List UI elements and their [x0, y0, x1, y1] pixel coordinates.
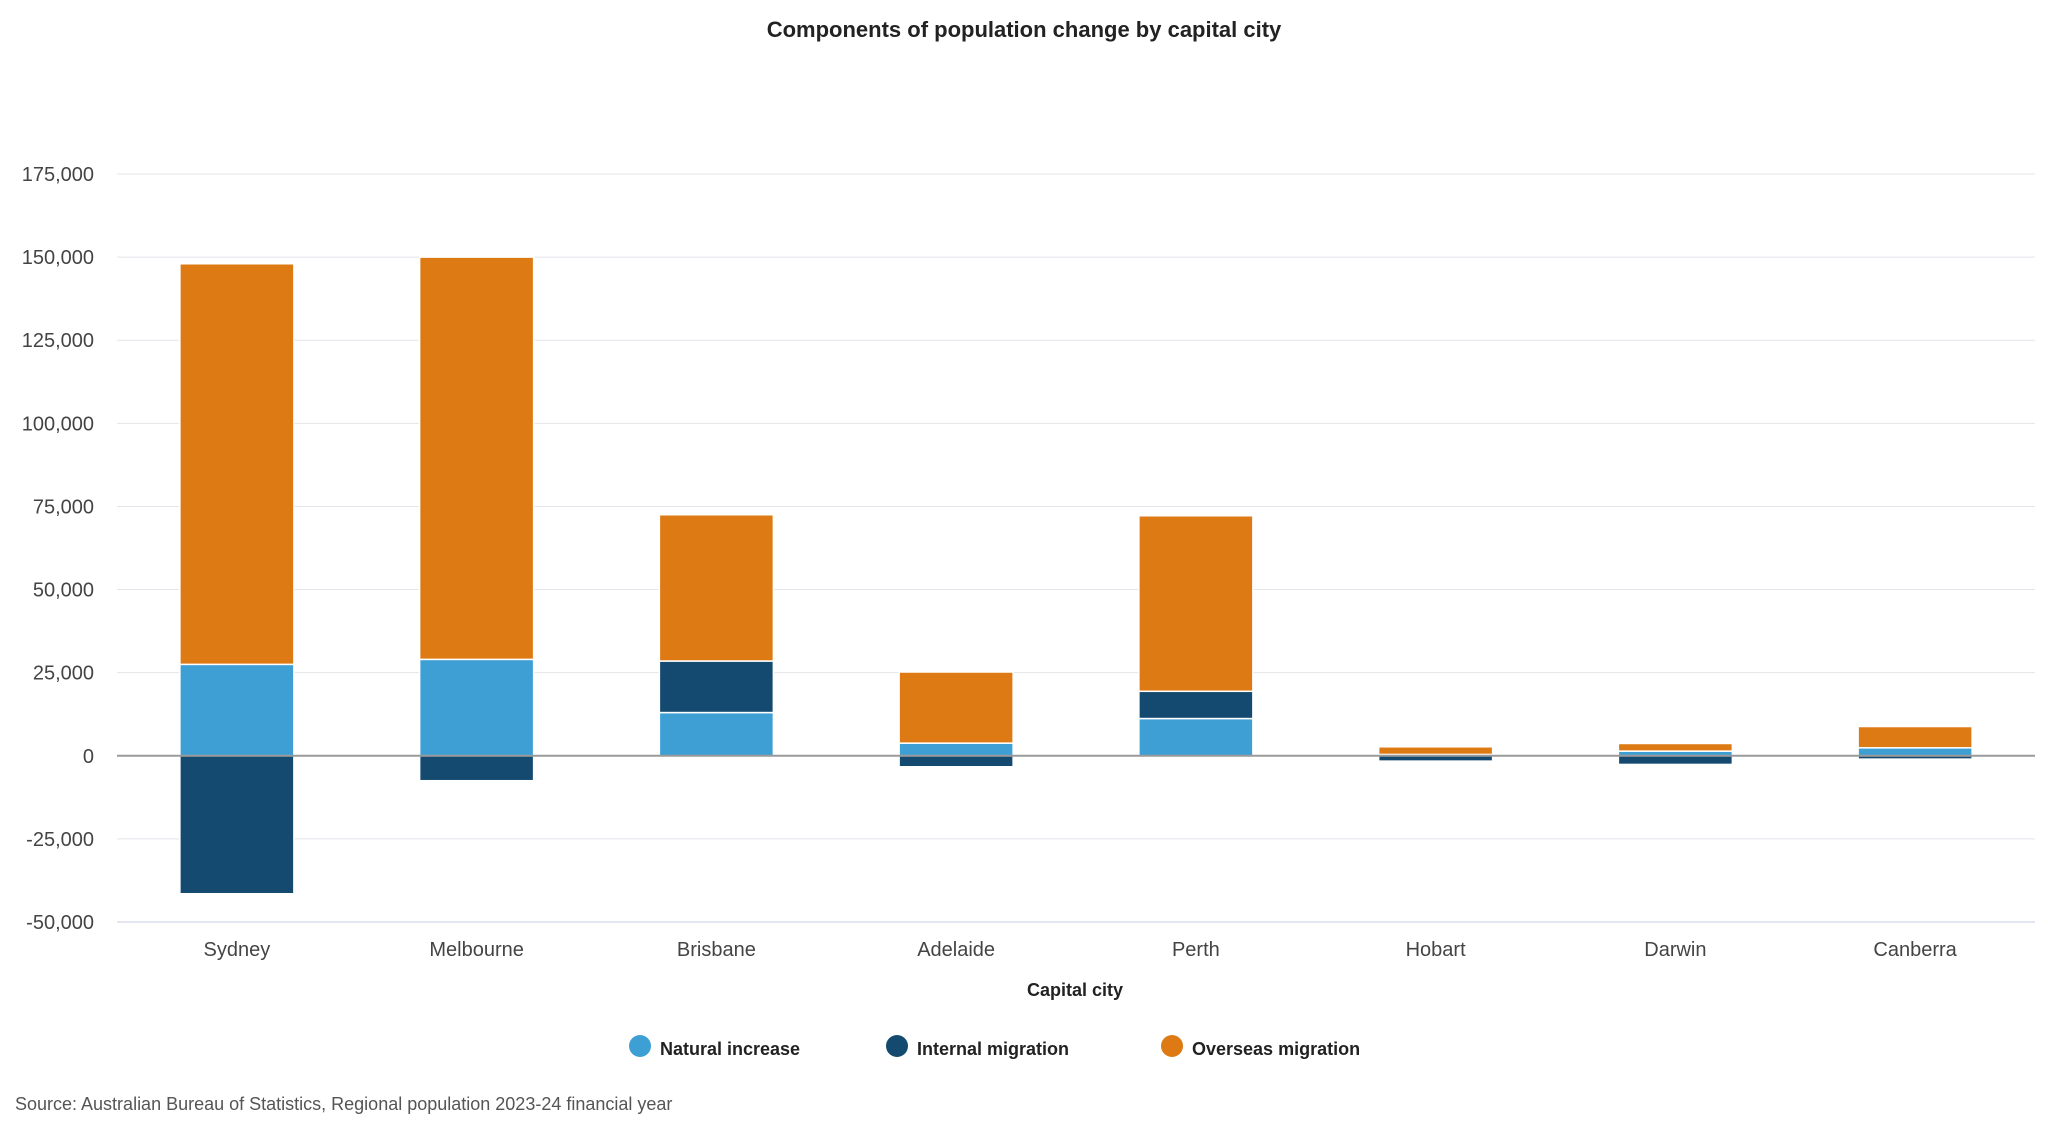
bar-segment [179, 663, 295, 757]
bars [179, 256, 1973, 895]
x-tick-label: Perth [1172, 939, 1220, 961]
legend-label: Natural increase [660, 1039, 800, 1059]
x-tick-label: Canberra [1873, 939, 1957, 961]
x-tick-label: Brisbane [677, 939, 756, 961]
y-tick-label: 50,000 [33, 580, 94, 602]
chart-title: Components of population change by capit… [767, 17, 1282, 42]
bar-segment [1138, 515, 1254, 693]
x-tick-label: Hobart [1406, 939, 1466, 961]
bar-segment [418, 658, 535, 757]
legend-marker [1161, 1035, 1183, 1057]
bar-segment [179, 263, 295, 666]
bar-segment [1617, 755, 1734, 766]
legend-label: Overseas migration [1192, 1039, 1360, 1059]
bar-segment [1377, 746, 1494, 756]
x-tick-label: Sydney [204, 939, 271, 961]
y-tick-label: -50,000 [26, 912, 94, 934]
x-axis-title: Capital city [1027, 980, 1123, 1000]
gridlines [117, 173, 2035, 923]
legend-label: Internal migration [917, 1039, 1069, 1059]
y-tick-label: -25,000 [26, 829, 94, 851]
x-tick-label: Adelaide [917, 939, 995, 961]
y-tick-label: 150,000 [22, 247, 94, 269]
x-axis-ticks: Sydney Melbourne Brisbane Adelaide Perth Hoba… [204, 939, 1958, 961]
y-tick-label: 175,000 [22, 164, 94, 186]
bar-segment [1857, 747, 1973, 757]
bar-segment [658, 660, 775, 714]
bar-segment [898, 671, 1014, 744]
legend-marker [886, 1035, 908, 1057]
bar-segment [898, 755, 1014, 768]
y-tick-label: 25,000 [33, 663, 94, 685]
legend: Natural increase Internal migration Overse… [629, 1035, 1360, 1059]
y-tick-label: 125,000 [22, 330, 94, 352]
bar-segment [1857, 725, 1973, 749]
bar-segment [1138, 690, 1254, 720]
bar-segment [1617, 742, 1734, 752]
bar-segment [658, 711, 775, 757]
bar-segment [418, 256, 535, 661]
y-tick-label: 75,000 [33, 496, 94, 518]
x-tick-label: Melbourne [429, 939, 524, 961]
bar-segment [658, 514, 775, 662]
bar-segment [179, 755, 295, 895]
y-tick-label: 100,000 [22, 413, 94, 435]
source-note: Source: Australian Bureau of Statistics,… [15, 1094, 672, 1114]
legend-marker [629, 1035, 651, 1057]
y-axis-ticks: 175,000 150,000 125,000 100,000 75,000 50,000… [22, 164, 94, 934]
bar-segment [418, 755, 535, 782]
bar-segment [1138, 717, 1254, 757]
y-tick-label: 0 [83, 746, 94, 768]
bar-segment [898, 742, 1014, 757]
x-tick-label: Darwin [1644, 939, 1706, 961]
